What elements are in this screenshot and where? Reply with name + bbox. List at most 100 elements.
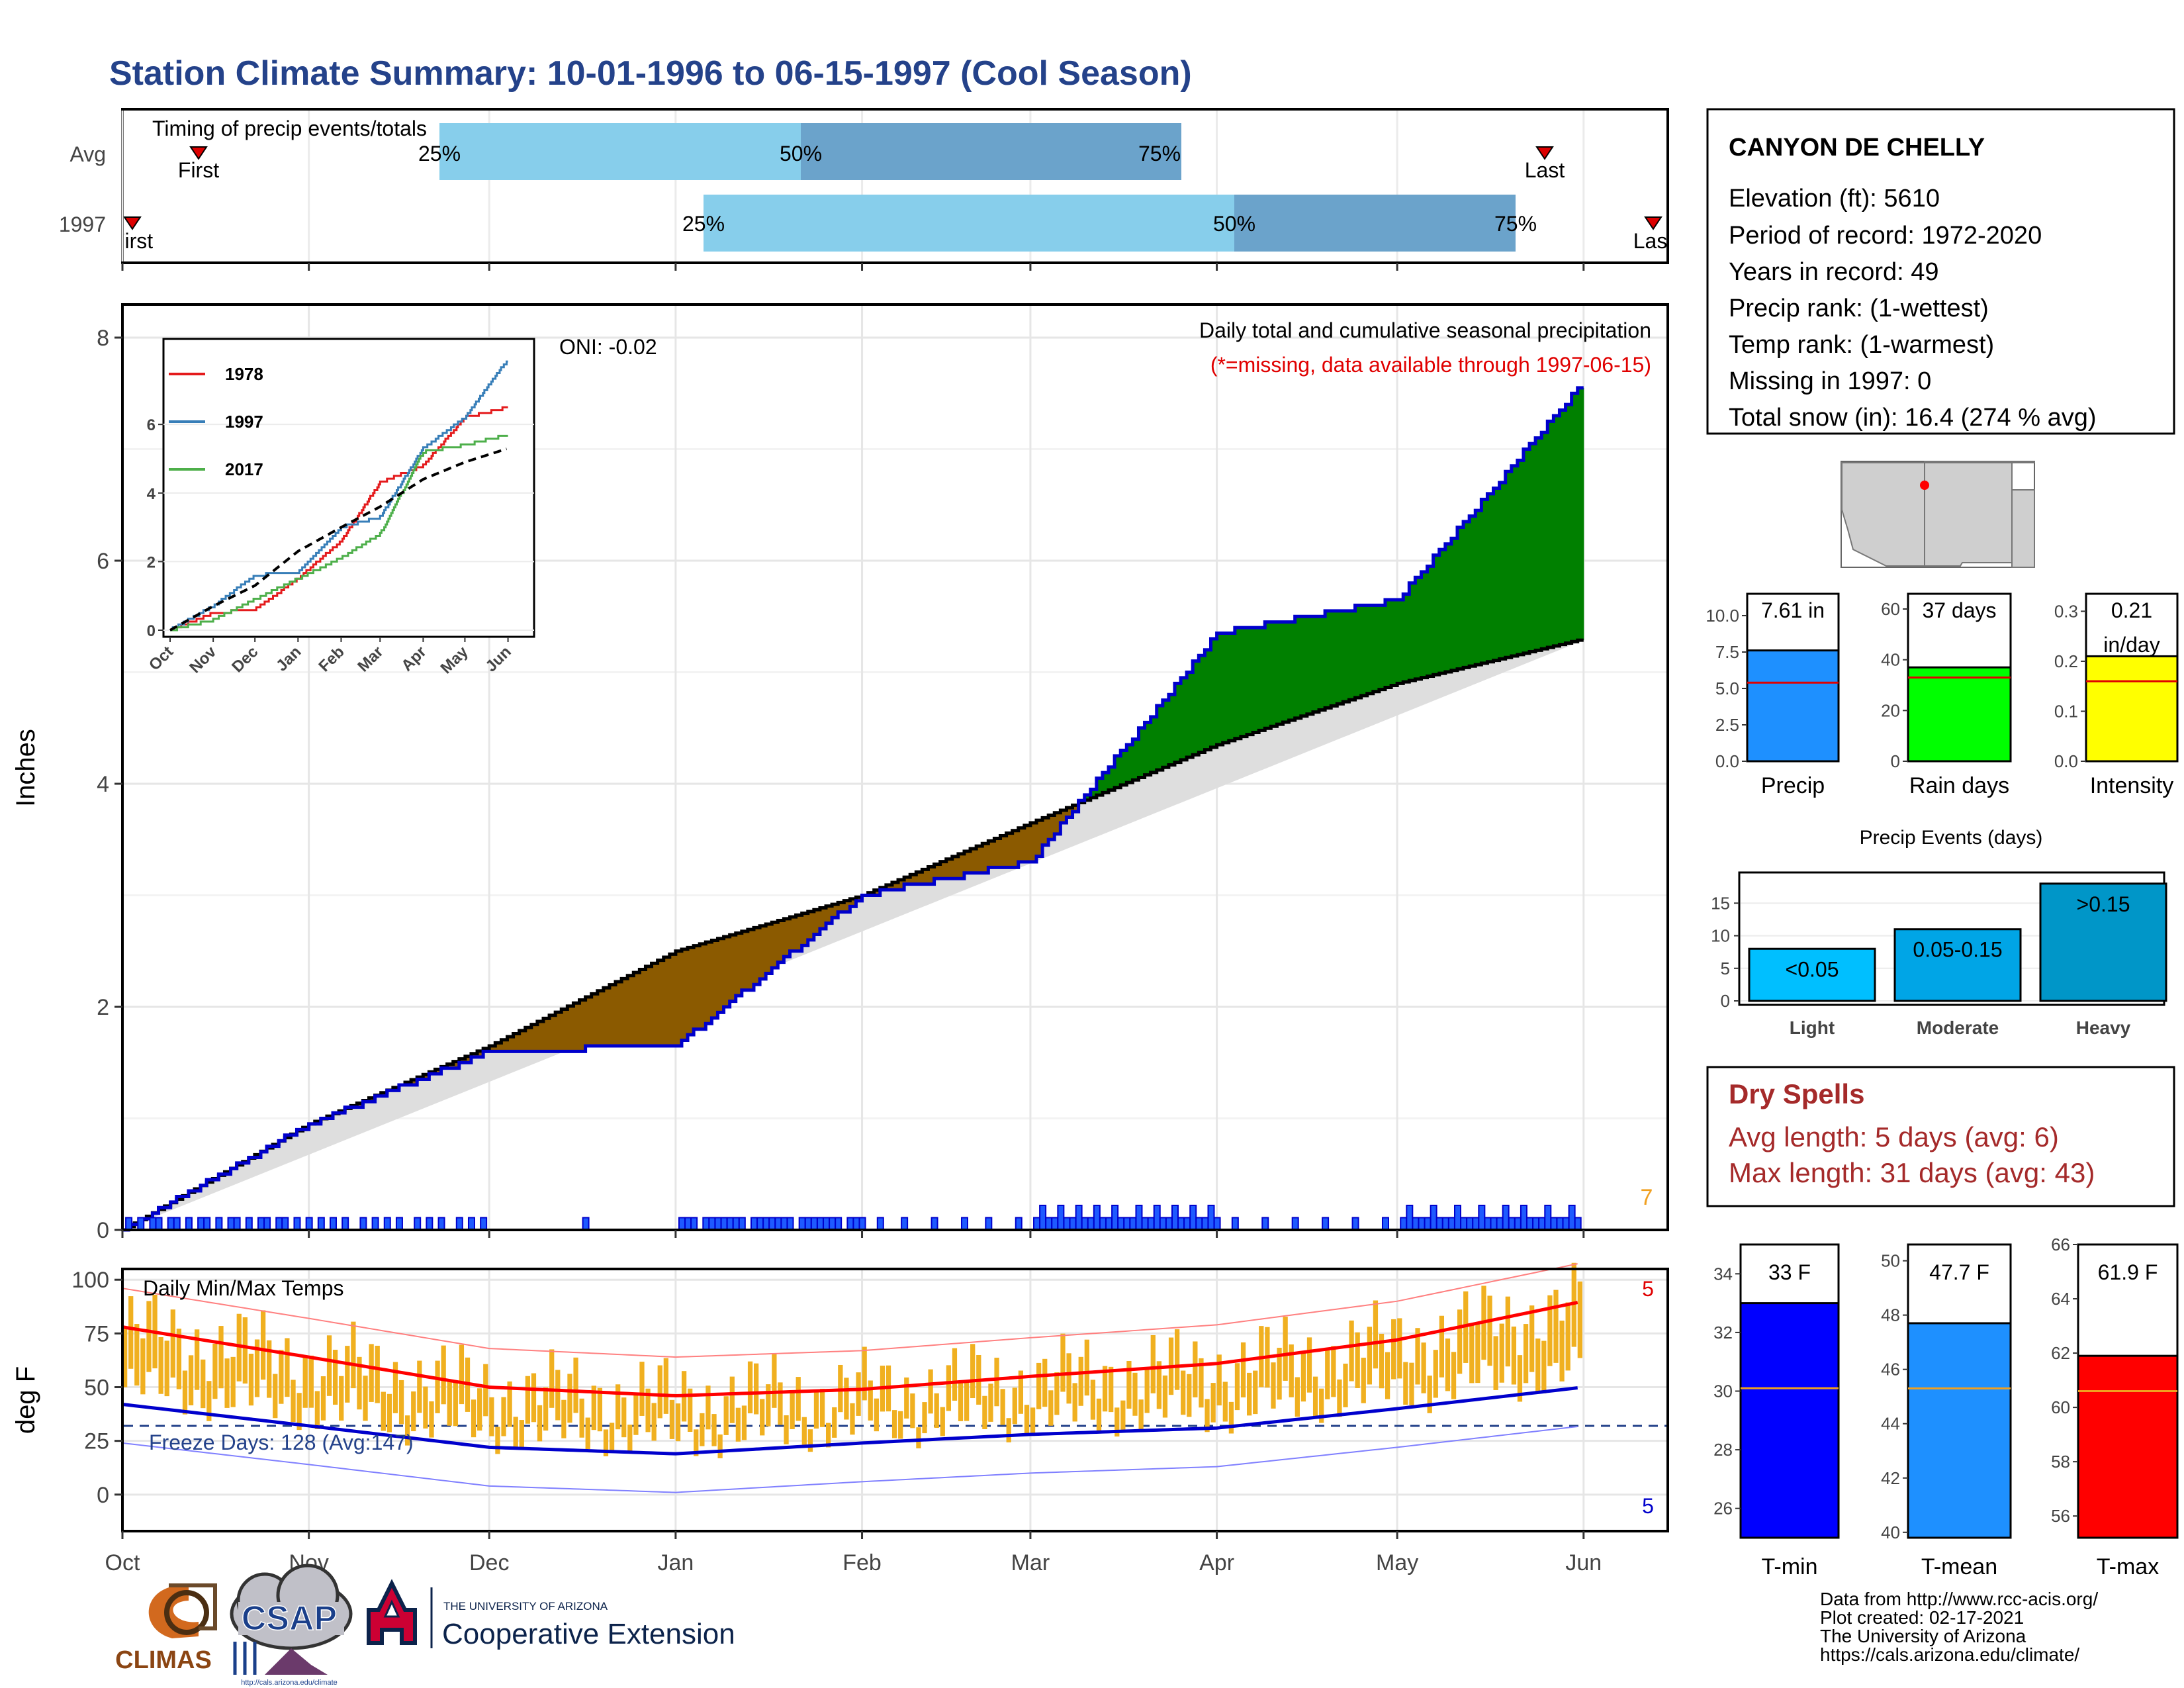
daily-precip-bar (852, 1217, 860, 1231)
daily-temp-bar (1306, 1337, 1312, 1393)
daily-precip-bar (1039, 1204, 1047, 1231)
station-info-box: CANYON DE CHELLY Elevation (ft): 5610 Pe… (1706, 108, 2175, 435)
daily-temp-bar (747, 1361, 753, 1414)
daily-precip-bar (1087, 1217, 1095, 1231)
daily-temp-bar (1024, 1405, 1030, 1434)
dry-spells-avg: Avg length: 5 days (avg: 6) (1729, 1121, 2059, 1152)
ua-logo: THE UNIVERSITY OF ARIZONA Cooperative Ex… (367, 1579, 735, 1650)
1997-last-label: Last (1633, 229, 1674, 253)
mini-precip-ytick-label: 0 (1891, 751, 1900, 771)
daily-temp-bar (398, 1380, 404, 1425)
avg-first-marker (189, 146, 208, 160)
mini-temp-ytick-label: 26 (1713, 1499, 1733, 1519)
daily-precip-bar (263, 1217, 271, 1231)
events-category-label: Heavy (2076, 1017, 2131, 1038)
daily-precip-bar (1141, 1217, 1149, 1231)
avg-max-line (122, 1301, 1578, 1398)
daily-precip-bar (1412, 1217, 1420, 1231)
climas-logo: CLIMAS (115, 1583, 217, 1674)
daily-temp-bar (1361, 1358, 1366, 1403)
month-label: Oct (105, 1550, 140, 1575)
daily-temp-bar (663, 1358, 668, 1414)
daily-temp-bar (201, 1359, 206, 1409)
missing-note: (*=missing, data available through 1997-… (1210, 353, 1651, 377)
daily-temp-bar (784, 1415, 789, 1444)
daily-temp-bar (1559, 1321, 1565, 1382)
daily-temp-bar (688, 1388, 693, 1432)
daily-precip-bar (876, 1217, 884, 1231)
daily-precip-bar (835, 1217, 842, 1231)
timing-panel: Timing of precip events/totals Avg 1997 … (59, 108, 1674, 271)
daily-temp-bar (345, 1346, 350, 1403)
daily-temp-bar (940, 1407, 945, 1436)
events-bar (1893, 928, 2022, 1002)
daily-precip-bar (1189, 1204, 1197, 1231)
daily-temp-bar (1319, 1388, 1324, 1423)
daily-temp-bar (1499, 1323, 1504, 1383)
daily-precip-bar (1460, 1217, 1468, 1231)
daily-precip-bar (708, 1217, 716, 1231)
avg-50-label: 50% (780, 142, 822, 165)
daily-precip-bar (985, 1217, 993, 1231)
mini-temp-ytick-label: 44 (1881, 1414, 1900, 1434)
daily-temp-bar (958, 1382, 964, 1421)
main-ytick-label: 2 (97, 995, 109, 1020)
mini-precip-bar (1907, 666, 2012, 763)
daily-temp-bar (260, 1310, 266, 1380)
month-label: Mar (1011, 1550, 1050, 1575)
daily-temp-bar (952, 1348, 958, 1401)
daily-temp-bar (1228, 1401, 1234, 1434)
daily-temp-bar (1415, 1328, 1420, 1385)
events-bar-label: <0.05 (1786, 957, 1839, 981)
temp-ytick-label: 25 (84, 1429, 109, 1454)
daily-temp-bar (1517, 1355, 1523, 1402)
daily-temp-bar (850, 1403, 855, 1435)
daily-precip-bar (1045, 1217, 1053, 1231)
daily-precip-bar (726, 1217, 734, 1231)
daily-temp-bar (296, 1393, 302, 1430)
daily-temp-bar (1421, 1342, 1426, 1393)
main-precip-panel: Daily total and cumulative seasonal prec… (11, 303, 1669, 1243)
daily-precip-bar (395, 1217, 403, 1231)
daily-precip-bar (1502, 1204, 1510, 1231)
events-ytick-label: 15 (1711, 893, 1730, 913)
mini-temp-ytick-label: 42 (1881, 1468, 1900, 1488)
temperature-panel: Daily Min/Max Temps Freeze Days: 128 (Av… (11, 1262, 1669, 1575)
state-arizona (1841, 462, 1925, 567)
daily-temp-bar (585, 1417, 590, 1450)
daily-temp-bar (326, 1335, 332, 1396)
daily-temp-bar (122, 1327, 128, 1387)
daily-temp-bar (910, 1393, 915, 1429)
daily-temp-bar (1373, 1300, 1379, 1369)
mini-temp-ytick-label: 60 (2051, 1397, 2070, 1417)
daily-precip-bar (1478, 1204, 1486, 1231)
inset-ytick-label: 2 (147, 553, 156, 571)
daily-precip-bar (197, 1217, 205, 1231)
daily-precip-bar (1261, 1217, 1269, 1231)
mini-temp-ytick-label: 34 (1713, 1264, 1733, 1284)
daily-precip-bar (798, 1217, 806, 1231)
daily-precip-bar (1231, 1217, 1239, 1231)
station-line-3: Years in record: 49 (1729, 258, 1939, 286)
daily-precip-bar (1400, 1217, 1408, 1231)
daily-precip-bar (455, 1217, 463, 1231)
daily-temp-bar (573, 1357, 578, 1413)
min-record-count: 5 (1642, 1494, 1654, 1518)
daily-precip-bar (359, 1217, 367, 1231)
events-title: Precip Events (days) (1860, 827, 2043, 849)
daily-precip-bar (756, 1217, 764, 1231)
daily-temp-bar (729, 1376, 735, 1423)
1997-first-marker (123, 216, 142, 230)
daily-precip-bar (1526, 1217, 1534, 1231)
daily-precip-bar (1435, 1217, 1443, 1231)
daily-temp-bar (1451, 1352, 1457, 1399)
record-min-line (122, 1426, 1578, 1493)
daily-temp-bar (1205, 1399, 1210, 1432)
daily-temp-bar (1277, 1348, 1282, 1400)
daily-temp-bar (170, 1309, 175, 1378)
station-location-dot (1920, 481, 1929, 490)
daily-precip-bar (245, 1217, 253, 1231)
daily-temp-bar (1283, 1317, 1288, 1381)
observed-cumulative-line (122, 386, 1584, 1232)
